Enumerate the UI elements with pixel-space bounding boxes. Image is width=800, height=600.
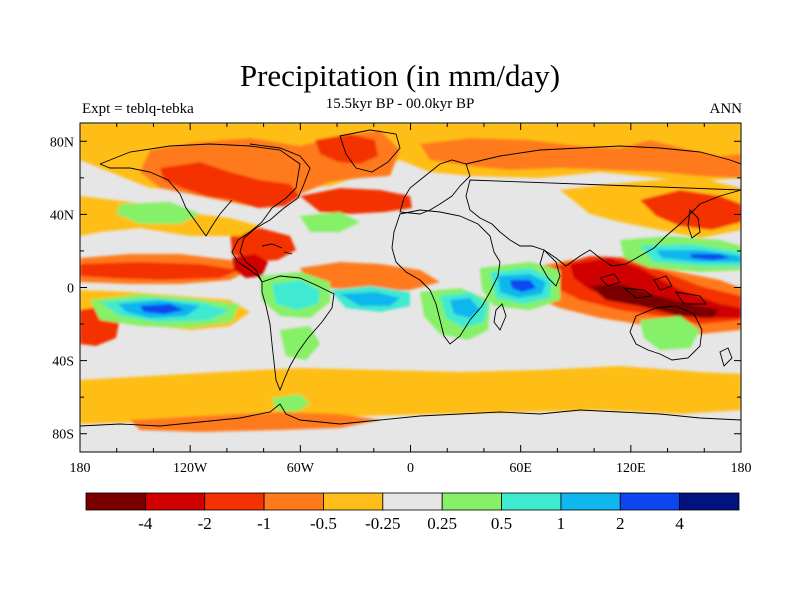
- colorbar-swatch: [382, 492, 443, 511]
- x-tick-label: 180: [70, 461, 91, 476]
- map-plot-area: [80, 123, 741, 452]
- field-southern-ocean-orange: [80, 366, 741, 424]
- y-axis: 80N 40N 0 40S 80S: [50, 135, 741, 443]
- field-maritime-core: [590, 284, 720, 318]
- colorbar: -4 -2 -1 -0.5 -0.25 0.25 0.5 1 2 4: [85, 492, 740, 533]
- coastlines: [80, 129, 741, 427]
- y-tick-label: 40S: [52, 355, 74, 370]
- field-north-pacific-green: [116, 202, 200, 224]
- colorbar-label: 4: [675, 514, 684, 533]
- colorbar-label: 0.25: [427, 514, 457, 533]
- colorbar-swatch: [560, 492, 621, 511]
- coast-south-america: [261, 275, 335, 392]
- colorbar-label: -0.25: [365, 514, 400, 533]
- field-south-america-south-green: [280, 326, 320, 360]
- coast-australia: [629, 305, 703, 361]
- colorbar-swatch: [441, 492, 502, 511]
- colorbar-label: -4: [138, 514, 153, 533]
- field-amazon-teal: [272, 280, 320, 310]
- colorbar-label: 1: [557, 514, 566, 533]
- y-tick-label: 80N: [50, 135, 74, 150]
- x-tick-label: 120W: [173, 461, 208, 476]
- colorbar-swatch: [204, 492, 265, 511]
- field-australia-green: [640, 316, 700, 350]
- colorbar-swatch: [144, 492, 206, 511]
- field-south-atlantic-blue: [340, 292, 400, 306]
- colorbar-swatch: [85, 492, 146, 511]
- plot-title: Precipitation (in mm/day): [239, 58, 561, 93]
- field-atlantic-green: [300, 212, 360, 232]
- field-central-america-darkred: [232, 254, 268, 278]
- colorbar-swatch: [679, 492, 740, 511]
- field-atlantic-itcz-orangered: [300, 262, 440, 292]
- x-axis: 180 120W 60W 0 60E 120E 180: [70, 123, 752, 476]
- plot-subtitle: 15.5kyr BP - 00.0kyr BP: [325, 96, 475, 112]
- coast-new-zealand: [719, 347, 733, 367]
- colorbar-label: 0.5: [491, 514, 512, 533]
- coast-japan: [687, 209, 701, 239]
- field-spcz-darkblue: [140, 304, 184, 314]
- colorbar-swatch: [263, 492, 324, 511]
- coast-maritime-islands: [599, 273, 707, 305]
- field-pacific-itcz-red: [80, 262, 240, 280]
- colorbar-label: 2: [616, 514, 625, 533]
- coast-madagascar: [493, 303, 507, 331]
- x-tick-label: 180: [731, 461, 752, 476]
- coast-north-america: [99, 143, 311, 283]
- coast-asia: [465, 145, 741, 267]
- field-north-atlantic-red: [300, 188, 412, 214]
- field-maritime-darkred: [570, 258, 741, 318]
- y-tick-label: 0: [67, 282, 74, 297]
- field-east-africa-blue: [450, 298, 480, 318]
- colorbar-swatch: [323, 492, 384, 511]
- experiment-label: Expt = teblq-tebka: [82, 101, 194, 117]
- precipitation-field: [80, 123, 741, 432]
- field-baffin-red: [315, 134, 378, 164]
- colorbar-swatch: [619, 492, 681, 511]
- coast-africa: [391, 209, 501, 345]
- field-antarctic-orangered: [130, 412, 380, 432]
- coast-greenland: [339, 129, 401, 173]
- colorbar-label: -0.5: [310, 514, 337, 533]
- x-tick-label: 60W: [287, 461, 315, 476]
- colorbar-swatch: [501, 492, 562, 511]
- x-tick-label: 120E: [616, 461, 646, 476]
- coast-india: [539, 249, 561, 287]
- field-canada-red: [160, 162, 300, 208]
- coast-caribbean: [261, 243, 293, 255]
- field-warm-pool-darkblue: [690, 254, 730, 260]
- field-indian-ocean-darkblue: [510, 280, 536, 292]
- coast-antarctica: [80, 403, 741, 427]
- x-tick-label: 60E: [509, 461, 532, 476]
- y-tick-label: 40N: [50, 208, 74, 223]
- season-label: ANN: [709, 101, 743, 117]
- y-tick-label: 80S: [52, 428, 74, 443]
- colorbar-label: -2: [198, 514, 212, 533]
- colorbar-label: -1: [257, 514, 271, 533]
- x-tick-label: 0: [407, 461, 414, 476]
- field-antarctic-peninsula-green: [272, 394, 310, 412]
